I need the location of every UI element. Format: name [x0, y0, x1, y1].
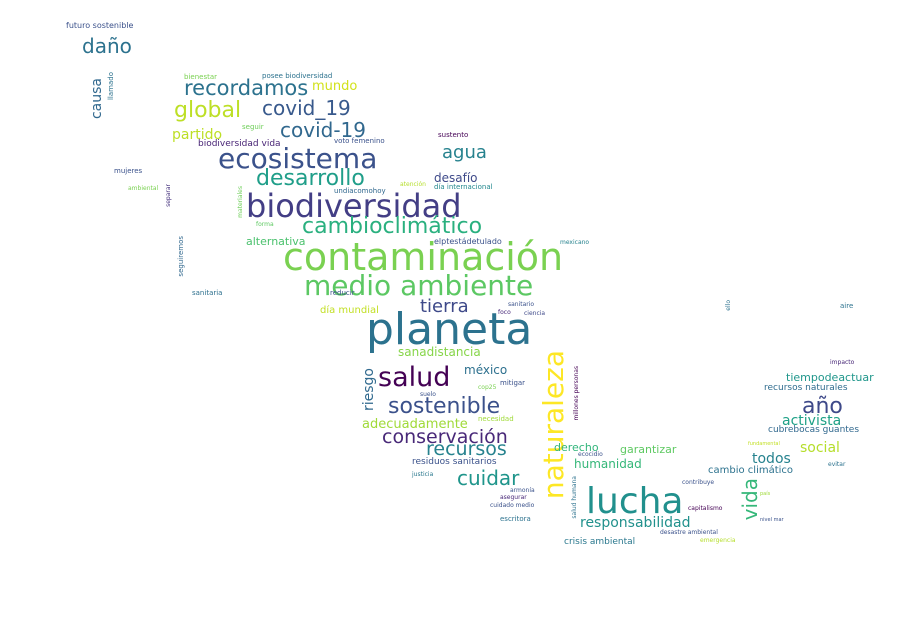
word-conservacion: conservación — [382, 426, 508, 448]
word-pais: país — [760, 491, 771, 497]
word-llamado: llamado — [107, 72, 115, 101]
word-ecocidio: ecocidio — [578, 451, 603, 458]
word-foco: foco — [498, 309, 511, 316]
word-mujeres: mujeres — [114, 167, 143, 175]
word-recursos: recursos — [426, 438, 507, 460]
word-social: social — [800, 440, 840, 456]
word-cuidar: cuidar — [457, 466, 520, 490]
word-dia-internacional: día internacional — [434, 183, 493, 191]
word-humanidad: humanidad — [574, 457, 642, 471]
word-reducir: reducir — [330, 289, 355, 297]
word-salud: salud — [378, 362, 451, 393]
word-atencion: atención — [400, 181, 426, 188]
word-alternativa: alternativa — [246, 235, 306, 248]
word-covid-19-alt: covid‑19 — [280, 118, 366, 142]
word-vida: vida — [738, 478, 762, 521]
word-cubrebocas-guantes: cubrebocas guantes — [768, 425, 860, 435]
word-elptestadetulado: elptestádetulado — [434, 237, 502, 246]
word-futuro-sostenible: futuro sostenible — [66, 21, 134, 30]
word-sostenible: sostenible — [388, 394, 501, 419]
word-separar: separar — [165, 184, 172, 207]
word-ello: ello — [725, 300, 732, 311]
word-mitigar: mitigar — [500, 379, 526, 387]
word-emergencia: emergencia — [700, 537, 736, 544]
word-sanadistancia: sanadistancia — [398, 345, 481, 359]
word-responsabilidad: responsabilidad — [580, 515, 691, 531]
word-evitar: evitar — [828, 461, 846, 468]
word-voto-femenino: voto femenino — [334, 137, 385, 145]
word-necesidad: necesidad — [478, 415, 514, 423]
word-forma: forma — [256, 221, 274, 228]
word-causa: causa — [89, 78, 105, 120]
word-derecho: derecho — [554, 441, 599, 454]
word-ecosistema: ecosistema — [218, 142, 378, 175]
word-aire: aire — [840, 302, 854, 310]
word-naturaleza: naturaleza — [537, 350, 570, 500]
word-suelo: suelo — [420, 391, 436, 398]
word-covid-19: covid_19 — [262, 96, 351, 120]
word-activista: activista — [782, 413, 842, 429]
word-mexicano: mexicano — [560, 239, 590, 246]
word-residuos-sanitarios: residuos sanitarios — [412, 457, 497, 467]
word-global: global — [174, 98, 242, 123]
word-cambioclimatico: cambioclimático — [302, 214, 483, 239]
word-justicia: justicia — [412, 471, 434, 478]
word-seguir: seguir — [242, 123, 264, 131]
word-asegurar: asegurar — [500, 494, 527, 501]
word-mundo: mundo — [312, 79, 358, 94]
word-biodiversidad: biodiversidad — [246, 187, 462, 225]
word-ciencia: ciencia — [524, 310, 546, 317]
word-cuidado-medio: cuidado medio — [490, 502, 535, 509]
word-dano: daño — [82, 34, 132, 58]
word-desarrollo: desarrollo — [256, 166, 365, 191]
word-desafio: desafío — [434, 171, 478, 185]
word-tiempodeactuar: tiempodeactuar — [786, 371, 874, 384]
word-armonia: armonía — [510, 487, 535, 494]
word-undiacomohoy: undiacomohoy — [334, 187, 386, 195]
word-sustento: sustento — [438, 131, 469, 139]
word-contaminacion: contaminación — [283, 235, 564, 279]
word-lucha: lucha — [586, 481, 684, 522]
word-posee-biodiversidad: posee biodiversidad — [262, 72, 333, 80]
word-partido: partido — [172, 127, 223, 143]
word-recursos-naturales: recursos naturales — [764, 383, 848, 393]
word-nivel-mar: nivel mar — [760, 517, 784, 523]
word-biodiversidad-vida: biodiversidad vida — [198, 139, 281, 149]
word-contribuye: contribuye — [682, 479, 715, 486]
word-dia-mundial: día mundial — [320, 305, 379, 316]
word-medio-ambiente: medio ambiente — [304, 269, 534, 302]
word-escritora: escritora — [500, 515, 531, 523]
word-garantizar: garantizar — [620, 443, 677, 456]
word-millones-personas: millones personas — [573, 366, 580, 421]
word-crisis-ambiental: crisis ambiental — [564, 537, 636, 547]
word-bienestar: bienestar — [184, 73, 217, 81]
word-fundamental: fundamental — [748, 441, 780, 447]
word-impacto: impacto — [830, 359, 855, 366]
word-cambio-climatico: cambio climático — [708, 465, 794, 476]
word-planeta: planeta — [366, 304, 533, 355]
word-seguiremos: seguiremos — [177, 236, 185, 277]
word-sanitario: sanitario — [508, 301, 535, 308]
word-riesgo: riesgo — [361, 368, 377, 412]
word-sanitaria: sanitaria — [192, 289, 223, 297]
word-desastre-ambiental: desastre ambiental — [660, 529, 718, 536]
word-cop25: cop25 — [478, 384, 497, 391]
word-capitalismo: capitalismo — [688, 505, 723, 512]
word-ambiental: ambiental — [128, 185, 159, 192]
word-ano: año — [802, 394, 843, 419]
word-agua: agua — [442, 142, 487, 163]
word-adecuadamente: adecuadamente — [362, 417, 468, 432]
word-tierra: tierra — [420, 296, 469, 317]
word-mexico: méxico — [464, 363, 508, 377]
word-salud-humana: salud humana — [571, 476, 578, 519]
word-materiales: materiales — [237, 186, 244, 218]
word-recordamos: recordamos — [184, 76, 309, 100]
word-todos: todos — [752, 451, 791, 467]
